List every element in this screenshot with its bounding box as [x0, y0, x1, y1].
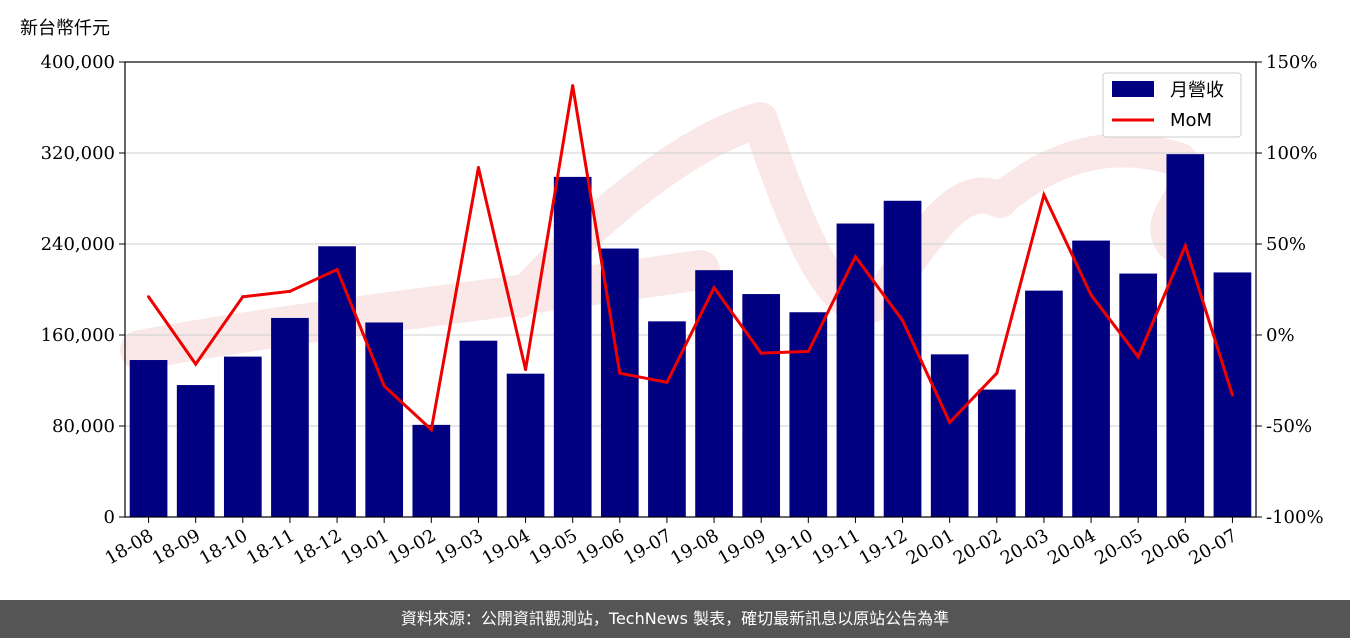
left-tick-label: 0: [104, 507, 115, 528]
revenue-bar: [271, 317, 309, 517]
right-tick-label: 50%: [1266, 234, 1306, 255]
mom-point: [288, 289, 292, 293]
revenue-bar: [553, 176, 592, 517]
mom-point: [382, 384, 386, 388]
revenue-bar: [1072, 240, 1110, 517]
mom-point: [571, 84, 575, 88]
x-tick-label: 18-12: [290, 525, 345, 569]
revenue-bar: [1025, 290, 1063, 517]
x-tick-label: 20-01: [903, 525, 958, 569]
x-tick-label: 19-11: [808, 525, 863, 569]
mom-line: [147, 85, 1234, 433]
x-tick-label: 19-12: [856, 525, 911, 569]
x-tick-label: 19-09: [714, 525, 769, 569]
revenue-bar: [1119, 273, 1158, 517]
revenue-bar: [223, 356, 262, 517]
revenue-chart: 0 80,000 160,000 240,000 320,000 400,000 -100%…: [41, 52, 1324, 569]
x-tick-label: 18-08: [102, 525, 157, 569]
right-tick-label: 100%: [1266, 143, 1317, 164]
mom-point: [335, 267, 339, 271]
mom-point: [759, 351, 763, 355]
mom-point: [524, 368, 528, 372]
revenue-bar: [318, 246, 356, 517]
right-tick-label: 150%: [1266, 52, 1317, 73]
mom-point: [476, 166, 480, 170]
x-tick-label: 18-10: [196, 525, 251, 569]
x-tick-label: 20-03: [997, 525, 1052, 569]
mom-point: [1042, 193, 1046, 197]
legend-label-revenue: 月營收: [1170, 80, 1224, 101]
x-tick-label: 19-02: [384, 525, 439, 569]
left-tick-label: 80,000: [52, 416, 115, 437]
mom-point: [712, 286, 716, 290]
x-tick-label: 19-04: [479, 525, 534, 569]
right-tick-label: -50%: [1266, 416, 1312, 437]
revenue-bar: [648, 321, 686, 517]
mom-point: [1089, 293, 1093, 297]
mom-point: [853, 255, 857, 259]
x-tick-label: 18-11: [243, 525, 298, 569]
mom-point: [1136, 355, 1140, 359]
x-tick-label: 20-07: [1185, 525, 1240, 569]
mom-point: [948, 420, 952, 424]
mom-point: [665, 380, 669, 384]
revenue-bar: [459, 340, 498, 517]
x-tick-label: 18-09: [149, 525, 204, 569]
x-tick-label: 20-02: [950, 525, 1005, 569]
right-tick-label: -100%: [1266, 507, 1324, 528]
x-tick-label: 19-10: [761, 525, 816, 569]
legend-bar-swatch: [1112, 81, 1154, 97]
x-tick-label: 19-08: [667, 525, 722, 569]
x-tick-label: 20-04: [1044, 525, 1099, 569]
left-tick-label: 400,000: [41, 52, 115, 73]
source-footer: 資料來源：公開資訊觀測站，TechNews 製表，確切最新訊息以原站公告為準: [0, 600, 1350, 638]
left-tick-label: 240,000: [41, 234, 115, 255]
revenue-bar: [506, 373, 545, 517]
chart-legend: 月營收 MoM: [1102, 72, 1242, 138]
revenue-bar: [789, 312, 828, 517]
revenue-bar: [930, 354, 969, 517]
x-tick-label: 19-07: [620, 525, 675, 569]
x-tick-label: 20-05: [1091, 525, 1146, 569]
revenue-bar: [1166, 154, 1205, 517]
y-axis-unit-label: 新台幣仟元: [20, 18, 110, 39]
x-tick-label: 19-01: [337, 525, 392, 569]
mom-point: [1183, 244, 1187, 248]
x-tick-label: 19-03: [431, 525, 486, 569]
mom-point: [806, 349, 810, 353]
revenue-bar: [883, 200, 922, 517]
revenue-bar: [412, 424, 451, 517]
right-tick-label: 0%: [1266, 325, 1295, 346]
mom-point: [618, 371, 622, 375]
plot-frame: [124, 61, 1257, 518]
revenue-bar: [977, 389, 1016, 517]
mom-point: [901, 318, 905, 322]
revenue-bar: [129, 360, 168, 517]
left-tick-label: 160,000: [41, 325, 115, 346]
mom-point: [194, 362, 198, 366]
mom-point: [241, 295, 245, 299]
x-tick-label: 19-06: [573, 525, 628, 569]
mom-point: [147, 295, 151, 299]
mom-point: [429, 428, 433, 432]
mom-point: [995, 371, 999, 375]
x-tick-label: 19-05: [526, 525, 581, 569]
mom-point: [1230, 393, 1234, 397]
legend-label-mom: MoM: [1170, 110, 1212, 131]
revenue-bar: [742, 294, 781, 517]
x-tick-label: 20-06: [1138, 525, 1193, 569]
revenue-bar: [176, 385, 215, 517]
left-tick-label: 320,000: [41, 143, 115, 164]
revenue-bar: [836, 223, 875, 517]
